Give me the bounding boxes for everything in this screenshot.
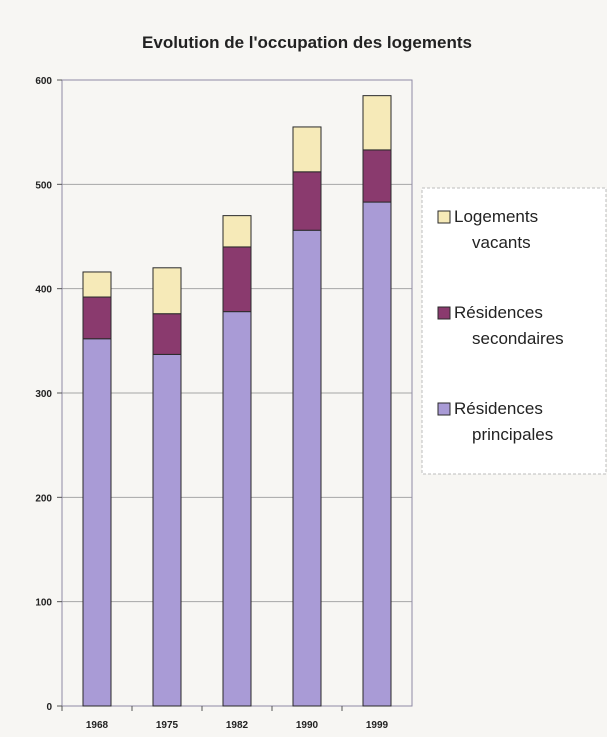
x-tick-label: 1990 [296, 720, 319, 731]
chart-title: Evolution de l'occupation des logements [142, 33, 472, 52]
x-tick-label: 1968 [86, 720, 109, 731]
bar-1982-1 [222, 246, 252, 313]
bar-1990-2 [292, 126, 322, 173]
bar-1975-2 [152, 267, 182, 315]
y-tick-label: 200 [35, 493, 52, 504]
bar-1968-2 [82, 271, 112, 298]
bar-1968-0 [82, 338, 112, 707]
bar-1999-0 [362, 201, 392, 707]
legend-box [421, 187, 607, 475]
legend-swatch [437, 210, 451, 224]
legend-swatch [437, 306, 451, 320]
x-tick-label: 1975 [156, 720, 179, 731]
legend-label: Logements [454, 207, 538, 226]
bar-1975-1 [152, 313, 182, 355]
bar-1999-2 [362, 95, 392, 151]
y-tick-label: 300 [35, 389, 52, 400]
legend-swatch [437, 402, 451, 416]
bar-1968-1 [82, 296, 112, 340]
legend-label: Résidences [454, 303, 543, 322]
bar-1999-1 [362, 149, 392, 203]
y-tick-label: 600 [35, 76, 52, 87]
x-tick-label: 1999 [366, 720, 389, 731]
y-tick-label: 100 [35, 598, 52, 609]
x-axis-ticks: 1968 1975 1982 1990 1999 [61, 706, 389, 731]
y-axis-ticks: 0 100 200 300 400 500 600 [35, 76, 62, 713]
legend-label: vacants [472, 233, 531, 252]
legend-label: principales [472, 425, 553, 444]
y-tick-label: 500 [35, 180, 52, 191]
y-tick-label: 400 [35, 285, 52, 296]
bar-1990-1 [292, 171, 322, 231]
legend-label: secondaires [472, 329, 564, 348]
bar-1982-2 [222, 215, 252, 248]
bar-1990-0 [292, 229, 322, 707]
legend-label: Résidences [454, 399, 543, 418]
bar-1975-0 [152, 353, 182, 707]
bar-1982-0 [222, 311, 252, 707]
y-tick-label: 0 [46, 702, 52, 713]
bars [82, 95, 392, 707]
x-tick-label: 1982 [226, 720, 249, 731]
legend: Logements vacants Résidences secondaires Rés… [421, 187, 607, 475]
